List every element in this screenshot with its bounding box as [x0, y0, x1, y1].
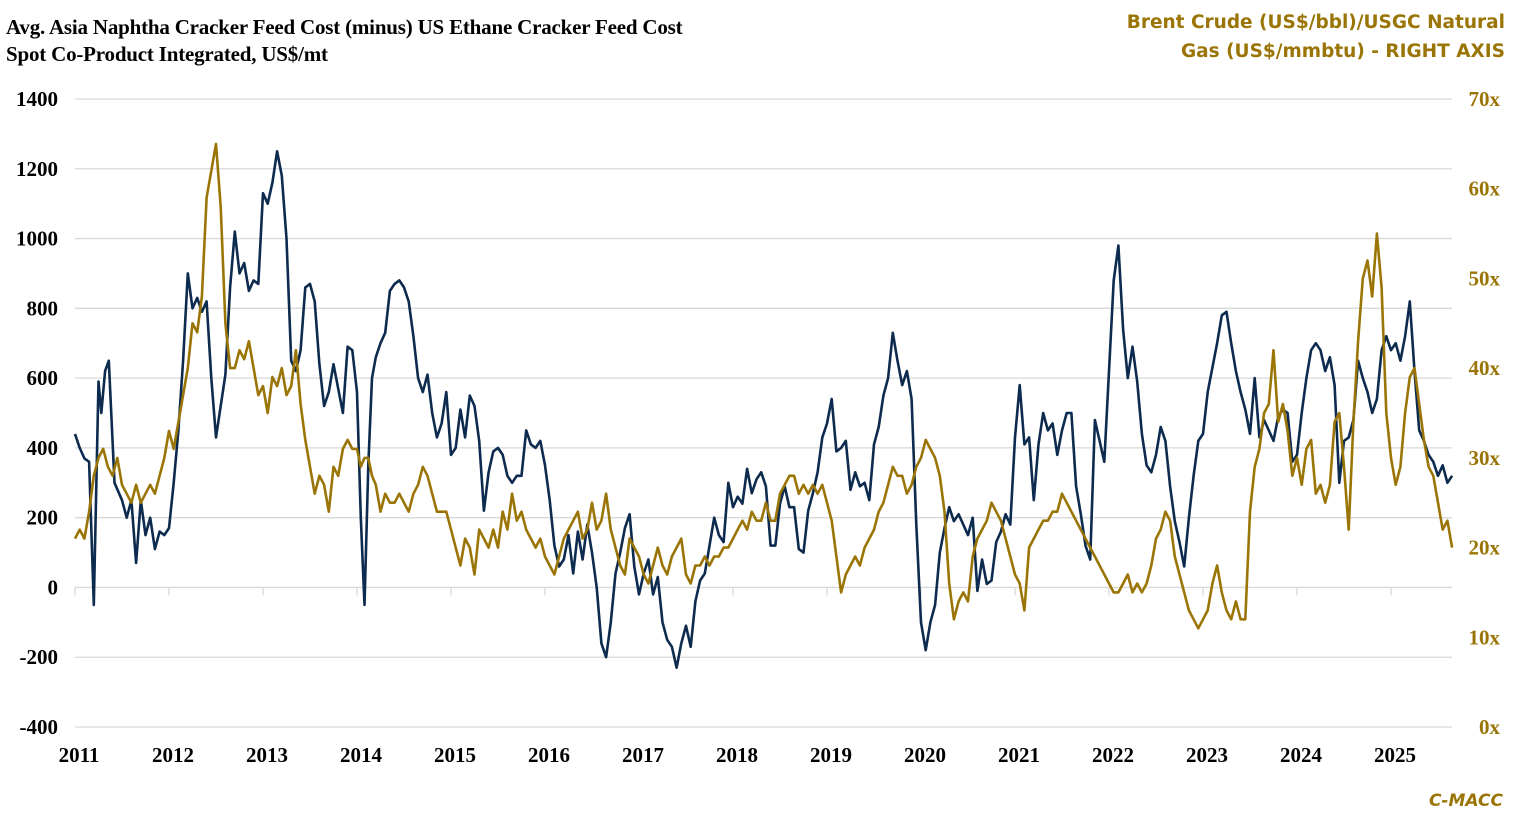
x-axis-label: 2017: [622, 743, 664, 767]
x-axis-labels: 2011 2012 2013 2014 2015 2016 2017 2018 2019 2020…: [59, 743, 1416, 767]
left-axis-label: 1200: [16, 157, 58, 181]
x-axis-label: 2011: [59, 743, 100, 767]
right-axis-label: 20x: [1469, 536, 1501, 560]
left-axis-label: 800: [27, 296, 59, 320]
left-axis-label: 600: [27, 366, 59, 390]
right-axis-label: 30x: [1469, 446, 1501, 470]
left-axis-label: -200: [20, 645, 59, 669]
x-axis-label: 2015: [434, 743, 476, 767]
x-axis-label: 2023: [1186, 743, 1228, 767]
right-axis-label: 50x: [1469, 266, 1501, 290]
left-axis-label: -400: [20, 715, 59, 739]
x-axis-label: 2012: [152, 743, 194, 767]
left-axis-labels: 1400 1200 1000 800 600 400 200 0 -200 -400: [16, 87, 58, 739]
chart-title: Avg. Asia Naphtha Cracker Feed Cost (min…: [6, 14, 683, 68]
chart-subtitle: Spot Co-Product Integrated, US$/mt: [6, 42, 328, 66]
x-axis-label: 2014: [340, 743, 383, 767]
x-axis-label: 2019: [810, 743, 852, 767]
right-axis-title-line1: Brent Crude (US$/bbl)/USGC Natural: [1126, 12, 1505, 33]
right-axis-label: 10x: [1469, 625, 1501, 649]
left-axis-label: 0: [48, 575, 59, 599]
series-lines: [73, 142, 1454, 670]
chart-title-line1: Avg. Asia Naphtha Cracker Feed Cost (min…: [6, 15, 683, 39]
right-axis-title: Brent Crude (US$/bbl)/USGC Natural Gas (…: [1127, 8, 1505, 66]
gridlines: [75, 98, 1452, 728]
right-axis-labels: 70x 60x 50x 40x 30x 20x 10x 0x: [1469, 87, 1501, 739]
x-axis-label: 2021: [998, 743, 1040, 767]
source-credit: C-MACC: [1428, 791, 1503, 811]
x-axis-label: 2022: [1092, 743, 1134, 767]
series-line-brent-gas-ratio: [73, 142, 1454, 630]
right-axis-label: 40x: [1469, 356, 1501, 380]
left-axis-label: 200: [27, 506, 59, 530]
left-axis-label: 1400: [16, 87, 58, 111]
right-axis-label: 60x: [1469, 177, 1501, 201]
left-axis-label: 400: [27, 436, 59, 460]
right-axis-title-line2: Gas (US$/mmbtu) - RIGHT AXIS: [1180, 41, 1505, 62]
x-axis-label: 2013: [246, 743, 288, 767]
left-axis-label: 1000: [16, 227, 58, 251]
right-axis-label: 70x: [1469, 87, 1501, 111]
x-axis-label: 2018: [716, 743, 758, 767]
x-axis-label: 2016: [528, 743, 570, 767]
right-axis-label: 0x: [1479, 715, 1501, 739]
x-axis-label: 2020: [904, 743, 946, 767]
x-axis-label: 2025: [1374, 743, 1416, 767]
x-axis-label: 2024: [1280, 743, 1323, 767]
series-line-naphtha-ethane-spread: [73, 150, 1454, 670]
x-axis-tick-marks: [74, 587, 1392, 596]
